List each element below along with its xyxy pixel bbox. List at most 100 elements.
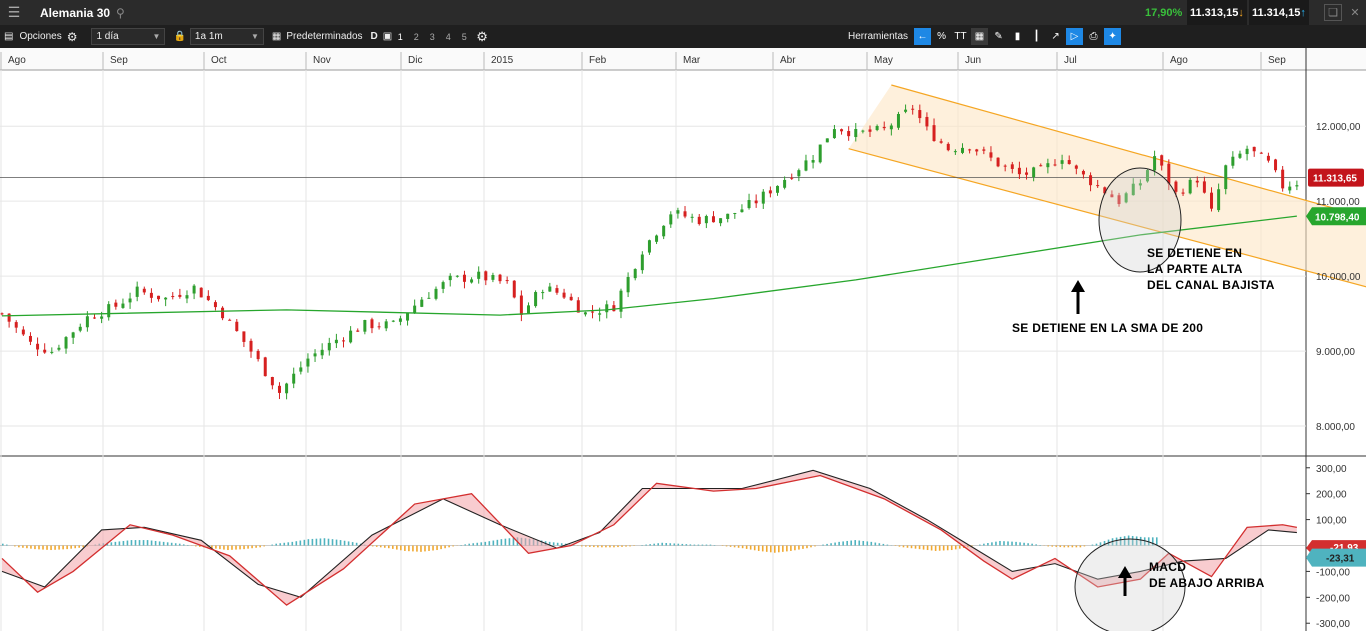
date-label: Ago — [8, 55, 26, 66]
macd-histogram-bar — [954, 545, 957, 550]
line-chart-icon[interactable]: ↗ — [1051, 31, 1060, 42]
macd-histogram-bar — [930, 545, 933, 551]
ask-price: 11.314,15 — [1252, 6, 1301, 19]
macd-histogram-bar — [211, 545, 213, 549]
candle-icon[interactable]: ▮ — [1014, 31, 1021, 42]
layout-icon[interactable]: ▣ — [382, 31, 393, 42]
macd-histogram-bar — [1075, 545, 1078, 548]
tag-icon[interactable]: ▷ — [1066, 28, 1084, 45]
macd-histogram-bar — [842, 541, 844, 546]
macd-histogram-bar — [508, 538, 511, 546]
close-window-icon[interactable]: ✕ — [1350, 7, 1360, 19]
candle-body — [370, 319, 374, 329]
candle-body — [1081, 170, 1085, 175]
candle-body — [711, 216, 715, 223]
candle-body — [882, 126, 886, 129]
macd-histogram-bar — [798, 545, 800, 550]
percent-button[interactable]: % — [937, 31, 946, 42]
candle-body — [640, 254, 644, 271]
macd-histogram-bar — [512, 537, 515, 546]
macd-histogram-bar — [693, 544, 696, 546]
ohlc-icon[interactable]: ┃ — [1033, 31, 1040, 42]
candle-body — [427, 297, 431, 299]
draw-line-icon[interactable]: ✎ — [994, 31, 1003, 42]
macd-histogram-bar — [950, 545, 953, 551]
options-icon: ▤ — [4, 31, 14, 42]
candle-body — [925, 116, 929, 127]
candle-body — [1145, 170, 1149, 182]
candle-body — [1224, 165, 1228, 190]
range-value: 1a 1m — [194, 31, 223, 42]
candle-body — [918, 110, 922, 119]
macd-histogram-bar — [914, 545, 917, 549]
search-icon[interactable]: ⚲ — [116, 5, 125, 20]
interval-select[interactable]: 1 día ▼ — [91, 28, 166, 45]
macd-histogram-bar — [239, 545, 241, 550]
candle-body — [249, 340, 253, 352]
page-5[interactable]: 5 — [461, 31, 467, 42]
candle-body — [92, 317, 96, 319]
date-label: 2015 — [491, 55, 514, 66]
macd-tick-label: 100,00 — [1316, 516, 1347, 527]
price-chart[interactable]: Ago Sep Oct Nov Dic 2015 Feb Mar Abr May Jun Jul Ago… — [0, 48, 1366, 631]
macd-histogram-bar — [424, 545, 426, 552]
page-1[interactable]: 1 — [397, 31, 403, 42]
macd-histogram-bar — [757, 545, 760, 551]
macd-histogram-bar — [814, 545, 816, 547]
candle-body — [413, 305, 417, 314]
macd-histogram-bar — [826, 543, 828, 546]
macd-histogram-bar — [500, 539, 503, 546]
lock-icon[interactable]: 🔒 — [173, 31, 186, 42]
settings-tool-icon[interactable]: ✦ — [1104, 28, 1122, 45]
detach-window-icon[interactable]: ❏ — [1324, 4, 1342, 21]
grid-icon[interactable]: ▦ — [971, 28, 989, 45]
candle-body — [626, 276, 630, 293]
candle-body — [406, 313, 410, 321]
candle-body — [904, 109, 908, 112]
text-tool-button[interactable]: TT — [954, 31, 967, 42]
date-axis-strip — [0, 48, 1366, 70]
macd-histogram-bar — [299, 540, 302, 546]
macd-histogram-bar — [34, 545, 36, 550]
defaults-menu[interactable]: ▦ Predeterminados — [268, 25, 367, 48]
gear-icon[interactable]: ⚙ — [476, 28, 488, 44]
candle-body — [228, 319, 232, 321]
macd-histogram-bar — [66, 545, 68, 550]
macd-histogram-bar — [934, 545, 937, 551]
page-3[interactable]: 3 — [429, 31, 435, 42]
indicator-icon[interactable]: ← — [914, 28, 932, 45]
candle-body — [1238, 153, 1242, 158]
macd-histogram-bar — [283, 542, 286, 546]
macd-histogram-bar — [1083, 545, 1086, 547]
draw-mode-button[interactable]: D — [370, 31, 378, 42]
candle-body — [213, 302, 217, 308]
candle-body — [676, 210, 680, 214]
candle-body — [356, 330, 360, 332]
macd-histogram-bar — [1011, 541, 1013, 546]
macd-histogram-bar — [343, 540, 346, 546]
range-select[interactable]: 1a 1m ▼ — [189, 28, 264, 45]
macd-histogram-bar — [323, 538, 326, 546]
ask-price-box[interactable]: 11.314,15 ↑ — [1249, 0, 1309, 25]
macd-histogram-bar — [552, 542, 555, 546]
candle-body — [825, 138, 829, 143]
print-icon[interactable]: ⎙ — [1089, 31, 1098, 42]
page-2[interactable]: 2 — [413, 31, 419, 42]
highlight-circle-price — [1098, 167, 1182, 273]
macd-histogram-bar — [259, 545, 261, 548]
macd-histogram-bar — [685, 544, 688, 546]
hamburger-menu-icon[interactable]: ☰ — [7, 4, 21, 20]
candle-body — [868, 129, 872, 132]
candle-body — [277, 385, 281, 393]
macd-histogram-bar — [846, 540, 848, 546]
page-4[interactable]: 4 — [445, 31, 451, 42]
macd-histogram-bar — [701, 544, 704, 546]
macd-histogram-bar — [227, 545, 229, 551]
options-menu[interactable]: ▤ Opciones ⚙ — [0, 25, 81, 48]
price-tick-label: 10.000,00 — [1316, 272, 1361, 283]
bid-price-box[interactable]: 11.313,15 ↓ — [1187, 0, 1247, 25]
candle-body — [733, 213, 737, 215]
instrument-title[interactable]: Alemania 30 — [40, 5, 111, 20]
macd-histogram-bar — [14, 545, 16, 547]
macd-histogram-bar — [291, 541, 294, 546]
